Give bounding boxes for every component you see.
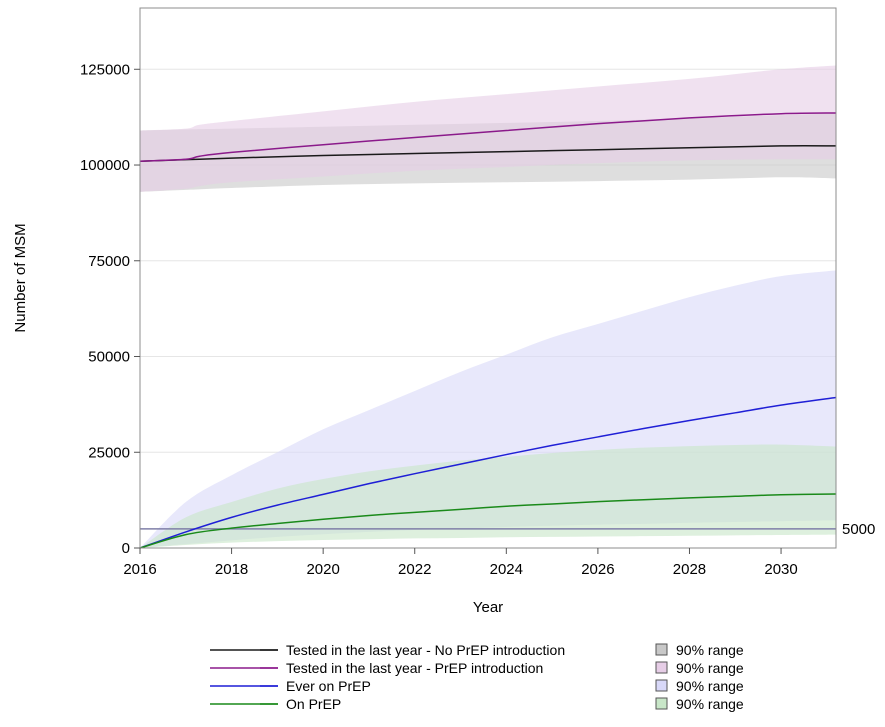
series-line-on-prep: [139, 493, 837, 549]
band-on-prep: [140, 444, 836, 548]
legend-band-label-tested-in-the-last-year-prep-introduction: 90% range: [676, 660, 744, 676]
legend-label-ever-on-prep: Ever on PrEP: [286, 678, 371, 694]
x-tick-label-2022: 2022: [398, 561, 431, 578]
legend-label-tested-in-the-last-year-no-prep-introduction: Tested in the last year - No PrEP introd…: [286, 642, 565, 658]
series-line-ever-on-prep: [139, 396, 837, 549]
y-tick-label-75000: 75000: [88, 253, 130, 270]
x-tick-label-2016: 2016: [123, 561, 156, 578]
legend-label-tested-in-the-last-year-prep-introduction: Tested in the last year - PrEP introduct…: [286, 660, 543, 676]
x-tick-label-2030: 2030: [764, 561, 797, 578]
x-axis-title: Year: [473, 599, 503, 616]
series-line-tested-in-the-last-year-no-prep-introduction: [139, 144, 837, 162]
legend-band-label-tested-in-the-last-year-no-prep-introduction: 90% range: [676, 642, 744, 658]
legend-band-label-ever-on-prep: 90% range: [676, 678, 744, 694]
legend-band-label-on-prep: 90% range: [676, 696, 744, 712]
y-tick-label-100000: 100000: [80, 157, 130, 174]
band-tested-in-the-last-year-prep-introduction: [140, 65, 836, 192]
legend-label-on-prep: On PrEP: [286, 696, 341, 712]
x-tick-label-2028: 2028: [673, 561, 706, 578]
axes: 2016 2018 2020 2022 2024 2026 2028 2030 0 25000 50…: [80, 61, 798, 578]
legend-band-swatch-on-prep: [655, 697, 668, 710]
x-tick-label-2020: 2020: [306, 561, 339, 578]
plot-frame: [139, 7, 837, 549]
x-tick-label-2018: 2018: [215, 561, 248, 578]
legend-band-swatch-ever-on-prep: [655, 679, 668, 692]
legend-band-swatch-tested-in-the-last-year-no-prep-introduction: [655, 643, 668, 656]
reference-line-label: 5000: [842, 521, 875, 538]
confidence-bands: [140, 65, 836, 548]
y-tick-label-50000: 50000: [88, 349, 130, 366]
x-tick-label-2026: 2026: [581, 561, 614, 578]
series-line-tested-in-the-last-year-prep-introduction: [139, 112, 837, 162]
y-tick-label-125000: 125000: [80, 61, 130, 78]
y-tick-label-0: 0: [122, 540, 130, 557]
y-axis-title: Number of MSM: [12, 223, 29, 332]
y-tick-label-25000: 25000: [88, 444, 130, 461]
x-tick-label-2024: 2024: [490, 561, 523, 578]
reference-line-group: 5000: [140, 521, 875, 538]
legend-band-swatch-tested-in-the-last-year-prep-introduction: [655, 661, 668, 674]
legend: Tested in the last year - No PrEP introd…: [210, 642, 744, 712]
series-lines: [139, 112, 837, 549]
